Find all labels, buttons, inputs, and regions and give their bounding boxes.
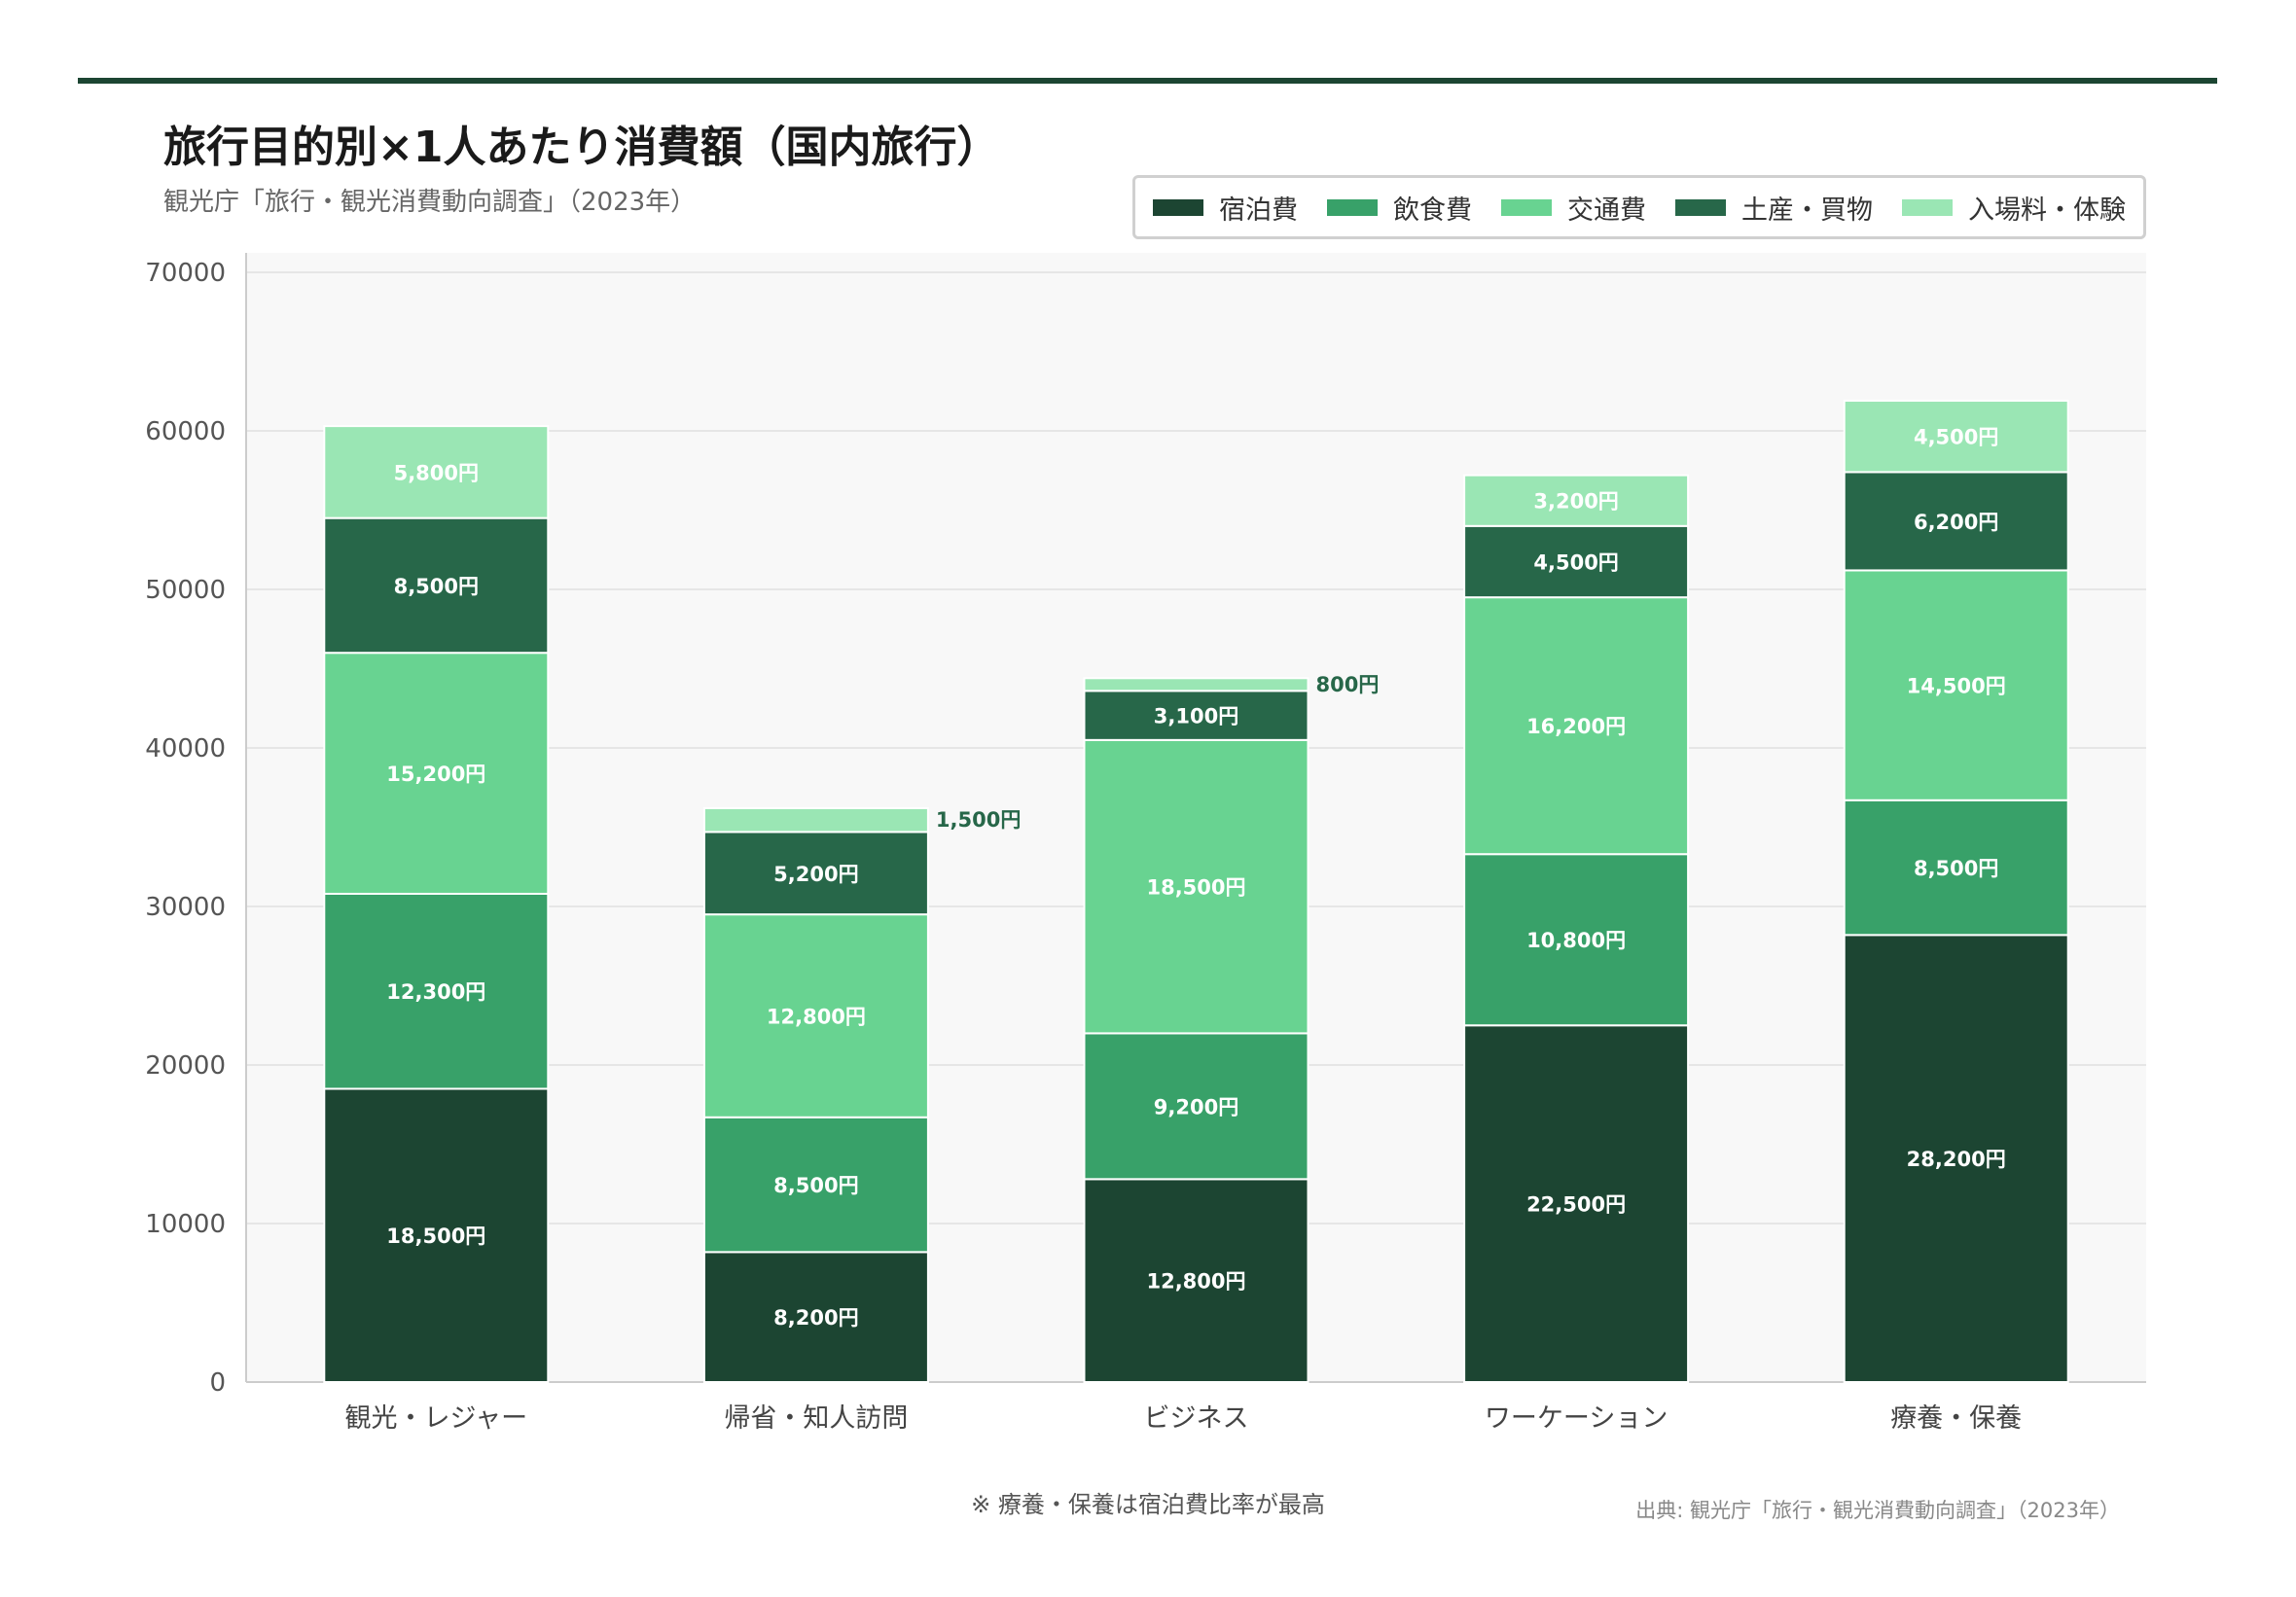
- y-tick-label: 20000: [145, 1051, 226, 1081]
- legend-item: 飲食費: [1327, 186, 1472, 229]
- y-tick-label: 70000: [145, 259, 226, 288]
- bar-segment: [323, 1087, 550, 1383]
- data-label: 6,200円: [1914, 511, 1998, 534]
- bar-segment: [1083, 1032, 1309, 1181]
- y-tick-label: 0: [209, 1368, 226, 1398]
- legend-swatch: [1902, 198, 1953, 216]
- data-label: 28,200円: [1907, 1148, 2006, 1171]
- data-label: 8,200円: [773, 1306, 858, 1330]
- bar-segment: [1843, 569, 2069, 801]
- legend-label: 入場料・体験: [1968, 195, 2126, 226]
- data-label: 5,800円: [394, 461, 479, 484]
- bar-segment: [1083, 1178, 1309, 1383]
- bar-segment: [323, 516, 550, 655]
- y-tick-label: 40000: [145, 734, 226, 763]
- bar-segment: [702, 806, 929, 834]
- data-label: 12,800円: [1146, 1270, 1245, 1294]
- bar-segment: [323, 425, 550, 519]
- bar-segment: [1463, 1024, 1690, 1383]
- data-label: 3,200円: [1533, 490, 1618, 514]
- data-label: 8,500円: [394, 575, 479, 598]
- source-note: 出典: 観光庁「旅行・観光消費動向調査」（2023年）: [1635, 1499, 2120, 1522]
- data-label: 9,200円: [1154, 1095, 1238, 1118]
- bar-segment: [1843, 400, 2069, 474]
- data-label: 18,500円: [1146, 876, 1245, 900]
- bar-segment: [1463, 524, 1690, 599]
- bar-segment: [323, 892, 550, 1090]
- legend-swatch: [1327, 198, 1378, 216]
- top-rule: [78, 78, 2217, 84]
- data-label: 4,500円: [1533, 550, 1618, 574]
- data-label: 1,500円: [936, 808, 1021, 832]
- data-label: 18,500円: [386, 1224, 485, 1248]
- legend-swatch: [1501, 198, 1552, 216]
- y-tick-label: 30000: [145, 893, 226, 922]
- data-label: 15,200円: [386, 763, 485, 786]
- data-label: 8,500円: [773, 1174, 858, 1197]
- x-tick-label: 帰省・知人訪問: [724, 1403, 908, 1434]
- bar-segment: [702, 1116, 929, 1254]
- footnote: ※ 療養・保養は宿泊費比率が最高: [971, 1491, 1325, 1518]
- bar-segment: [1463, 474, 1690, 527]
- data-label: 10,800円: [1526, 929, 1626, 952]
- data-label: 16,200円: [1526, 715, 1626, 738]
- bar-segment: [323, 652, 550, 895]
- data-label: 800円: [1316, 673, 1380, 696]
- legend-item: 宿泊費: [1153, 186, 1298, 229]
- bar-segment: [1083, 738, 1309, 1035]
- y-tick-label: 60000: [145, 417, 226, 446]
- bar-segment: [1083, 677, 1309, 692]
- legend-label: 宿泊費: [1219, 195, 1298, 226]
- legend-label: 飲食費: [1393, 195, 1472, 226]
- bar-segment: [1083, 690, 1309, 741]
- bar-segment: [1463, 853, 1690, 1027]
- x-tick-label: ビジネス: [1144, 1403, 1249, 1434]
- legend-swatch: [1675, 198, 1726, 216]
- data-label: 3,100円: [1154, 705, 1238, 728]
- legend: 宿泊費 飲食費 交通費 土産・買物 入場料・体験: [1132, 175, 2146, 239]
- chart-title: 旅行目的別×1人あたり消費額（国内旅行）: [163, 123, 1000, 172]
- x-tick-label: 観光・レジャー: [344, 1403, 527, 1434]
- bar-segment: [1463, 596, 1690, 856]
- y-tick-label: 10000: [145, 1210, 226, 1239]
- bar-segment: [702, 831, 929, 916]
- bar-segment: [1843, 471, 2069, 572]
- data-label: 14,500円: [1907, 675, 2006, 698]
- data-label: 22,500円: [1526, 1193, 1626, 1217]
- legend-item: 交通費: [1501, 186, 1646, 229]
- legend-item: 入場料・体験: [1902, 186, 2126, 229]
- chart-subtitle: 観光庁「旅行・観光消費動向調査」（2023年）: [163, 188, 697, 217]
- x-tick-label: ワーケーション: [1485, 1403, 1668, 1434]
- bar-segment: [1843, 934, 2069, 1384]
- x-tick-label: 療養・保養: [1890, 1403, 2022, 1434]
- legend-swatch: [1153, 198, 1203, 216]
- bar-segment: [1843, 798, 2069, 937]
- y-tick-label: 50000: [145, 576, 226, 605]
- data-label: 8,500円: [1914, 857, 1998, 880]
- data-label: 4,500円: [1914, 426, 1998, 449]
- legend-item: 土産・買物: [1675, 186, 1873, 229]
- data-label: 12,300円: [386, 980, 485, 1004]
- legend-label: 土産・買物: [1741, 195, 1873, 226]
- legend-label: 交通費: [1567, 195, 1646, 226]
- bar-segment: [702, 913, 929, 1118]
- data-label: 12,800円: [767, 1005, 866, 1028]
- data-label: 5,200円: [773, 863, 858, 886]
